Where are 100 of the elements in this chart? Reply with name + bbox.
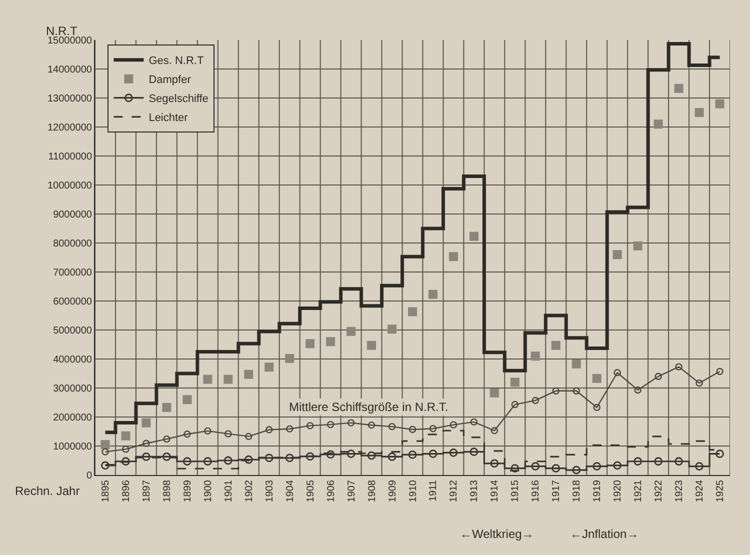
point — [470, 448, 478, 456]
x-tick-label: 1895 — [100, 480, 112, 502]
point — [122, 457, 130, 466]
point — [654, 120, 663, 129]
x-tick-label: 1899 — [182, 480, 194, 502]
x-tick-label: 1919 — [592, 480, 604, 502]
point — [244, 370, 254, 379]
x-tick-label: 1910 — [408, 480, 419, 502]
point — [224, 374, 233, 384]
point — [122, 446, 130, 453]
point — [224, 456, 232, 465]
point — [367, 451, 376, 460]
x-tick-label: 1914 — [490, 480, 501, 502]
annotation: Mittlere Schiffsgröße in N.R.T. — [289, 400, 448, 414]
y-tick-label: 3000000 — [53, 384, 92, 394]
point — [694, 108, 704, 117]
x-tick-label: 1905 — [305, 480, 316, 502]
point — [224, 430, 232, 438]
x-tick-label: 1898 — [162, 480, 173, 502]
point — [285, 454, 294, 462]
x-tick-label: 1904 — [284, 480, 296, 502]
point — [448, 252, 458, 262]
point — [510, 378, 520, 387]
point — [184, 430, 191, 438]
point — [449, 448, 458, 457]
point — [572, 359, 581, 368]
point — [614, 369, 621, 376]
point — [552, 464, 560, 473]
point — [388, 452, 396, 461]
point — [326, 420, 334, 428]
y-tick-label: 8000000 — [53, 238, 92, 250]
y-tick-label: 11000000 — [48, 152, 92, 162]
point — [203, 374, 212, 384]
point — [347, 419, 355, 426]
point — [306, 452, 314, 461]
point — [182, 457, 192, 466]
x-tick-label: 1908 — [366, 480, 378, 502]
y-tick-label: 2000000 — [53, 412, 92, 424]
y-tick-label: 6000000 — [53, 296, 92, 308]
x-tick-label: 1917 — [551, 480, 562, 502]
point — [121, 431, 130, 440]
point — [408, 426, 416, 434]
point — [203, 457, 212, 466]
point — [162, 452, 171, 461]
point — [428, 290, 438, 299]
x-tick-label: 1909 — [387, 480, 398, 502]
point — [532, 396, 539, 404]
point — [162, 402, 172, 412]
x-tick-label: 1900 — [202, 480, 214, 502]
point — [346, 450, 356, 458]
x-tick-label: 1918 — [572, 480, 583, 502]
point — [552, 387, 560, 394]
point — [572, 387, 580, 394]
legend-label: Leichter — [148, 112, 188, 124]
point — [490, 459, 499, 468]
point — [634, 457, 642, 466]
point — [469, 232, 478, 241]
point — [511, 400, 519, 408]
point — [696, 379, 703, 387]
point — [326, 337, 336, 346]
y-tick-label: 4000000 — [53, 354, 92, 366]
point — [634, 386, 642, 394]
point — [142, 418, 151, 428]
y-tick-label: 10000000 — [48, 180, 92, 192]
point — [326, 450, 335, 459]
point — [715, 99, 724, 108]
point — [142, 440, 150, 447]
point — [428, 450, 438, 458]
x-tick-label: 1921 — [633, 480, 644, 502]
point — [654, 372, 662, 380]
point — [633, 241, 642, 250]
point — [716, 368, 724, 376]
y-tick-label: 1000000 — [53, 442, 92, 452]
x-tick-label: 1922 — [654, 480, 665, 502]
point — [204, 427, 212, 435]
point — [572, 466, 581, 474]
point — [244, 455, 253, 464]
x-tick-label: 1913 — [469, 480, 480, 502]
point — [592, 462, 602, 470]
point — [490, 388, 499, 398]
point — [551, 340, 560, 350]
x-tick-label: 1906 — [326, 480, 337, 502]
point — [612, 250, 622, 260]
legend-label: Dampfer — [148, 74, 192, 86]
x-tick-label: 1925 — [715, 480, 726, 502]
point — [530, 352, 540, 361]
x-tick-label: 1903 — [264, 480, 276, 502]
x-tick-label: 1916 — [530, 480, 542, 502]
x-tick-label: 1911 — [428, 480, 440, 502]
point — [285, 354, 294, 363]
x-tick-label: 1923 — [674, 480, 686, 502]
point — [388, 422, 396, 430]
point — [675, 363, 682, 370]
x-tick-label: 1902 — [244, 480, 255, 502]
y-tick-label: 9000000 — [53, 210, 92, 220]
point — [346, 326, 356, 336]
x-tick-label: 1907 — [346, 480, 358, 502]
x-axis-title: Rechn. Jahr — [15, 484, 80, 498]
y-tick-label: 13000000 — [48, 94, 92, 104]
point — [101, 461, 110, 470]
